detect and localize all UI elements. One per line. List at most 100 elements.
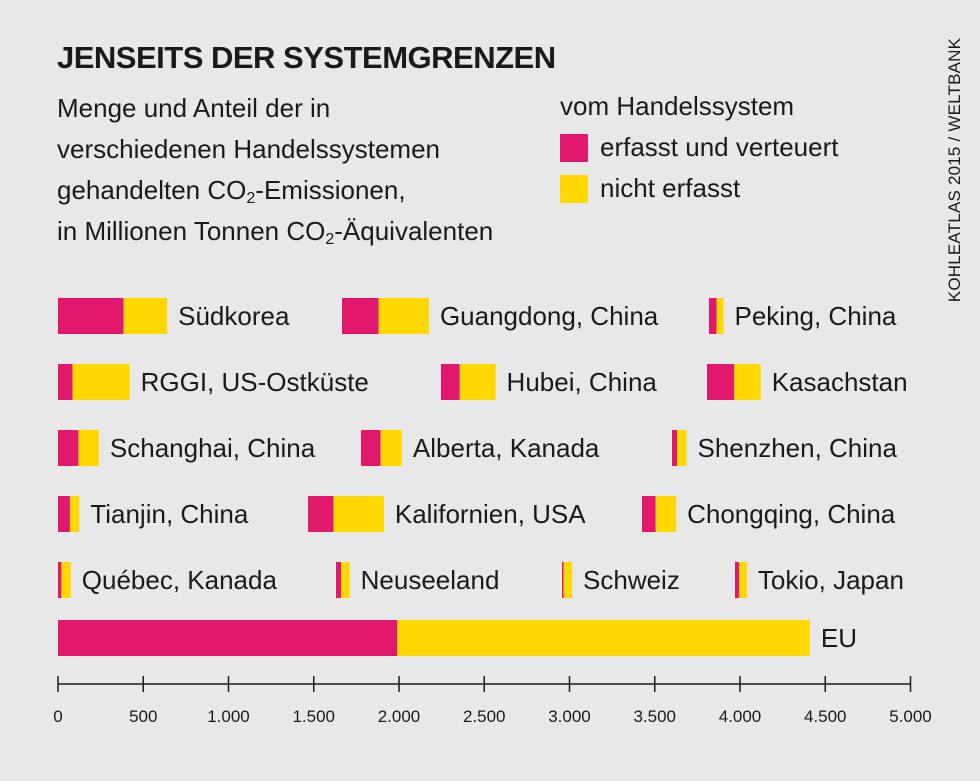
subtitle-line-3: gehandelten CO2-Emissionen,	[57, 170, 493, 211]
subtitle-unit-suffix: -Äquivalenten	[334, 216, 494, 246]
bar-schanghai-china-not-covered	[78, 430, 99, 466]
bar-group-shenzhen-china: Shenzhen, China	[672, 430, 898, 466]
bar-label-peking-china: Peking, China	[734, 301, 896, 331]
legend-label-not-covered: nicht erfasst	[600, 173, 741, 203]
x-tick-label-1500: 1.500	[292, 707, 335, 726]
bar-alberta-kanada-not-covered	[380, 430, 402, 466]
bar-quebec-kanada-covered	[58, 562, 62, 598]
bar-alberta-kanada-covered	[361, 430, 381, 466]
bar-group-sudkorea: Südkorea	[58, 298, 290, 334]
bar-label-kasachstan: Kasachstan	[772, 367, 908, 397]
bar-tianjin-china-not-covered	[69, 496, 80, 532]
bar-group-quebec-kanada: Québec, Kanada	[58, 562, 277, 598]
bar-peking-china-not-covered	[716, 298, 724, 334]
bar-group-tokio-japan: Tokio, Japan	[735, 562, 904, 598]
x-tick-label-4000: 4.000	[719, 707, 762, 726]
bar-eu-covered	[58, 620, 398, 656]
legend-swatch-covered	[560, 133, 588, 162]
bar-hubei-china-covered	[441, 364, 460, 400]
bar-label-eu: EU	[821, 623, 857, 653]
x-tick-label-3500: 3.500	[633, 707, 676, 726]
bar-group-schanghai-china: Schanghai, China	[58, 430, 316, 466]
bar-group-rggi-us-ostkuste: RGGI, US-Ostküste	[58, 364, 369, 400]
bar-group-neuseeland: Neuseeland	[336, 562, 499, 598]
x-tick-label-2000: 2.000	[378, 707, 421, 726]
bar-chongqing-china-covered	[642, 496, 656, 532]
bar-kalifornien-usa-covered	[308, 496, 334, 532]
bar-hubei-china-not-covered	[459, 364, 496, 400]
legend-item-covered: erfasst und verteuert	[560, 127, 838, 168]
bar-kalifornien-usa-not-covered	[333, 496, 384, 532]
legend-swatch-not-covered	[560, 174, 588, 203]
subtitle-unit-subscript: 2	[325, 231, 335, 248]
bar-schweiz-covered	[562, 562, 564, 598]
subtitle-co2-subscript: 2	[246, 190, 256, 207]
bar-group-peking-china: Peking, China	[709, 298, 897, 334]
bar-group-hubei-china: Hubei, China	[441, 364, 657, 400]
bar-label-neuseeland: Neuseeland	[361, 565, 500, 595]
bar-group-alberta-kanada: Alberta, Kanada	[361, 430, 600, 466]
bar-label-shenzhen-china: Shenzhen, China	[697, 433, 897, 463]
x-tick-label-2500: 2.500	[463, 707, 506, 726]
subtitle-emissions-text: -Emissionen,	[255, 175, 406, 205]
subtitle-unit-text: in Millionen Tonnen CO	[57, 216, 326, 246]
x-tick-label-4500: 4.500	[804, 707, 847, 726]
bar-eu-not-covered	[397, 620, 810, 656]
bar-tokio-japan-covered	[735, 562, 740, 598]
bar-label-rggi-us-ostkuste: RGGI, US-Ostküste	[141, 367, 369, 397]
bar-neuseeland-covered	[336, 562, 342, 598]
chart-legend: vom Handelssystem erfasst und verteuert …	[560, 86, 838, 209]
bar-kasachstan-covered	[707, 364, 735, 400]
subtitle-line-4: in Millionen Tonnen CO2-Äquivalenten	[57, 211, 493, 252]
bar-label-hubei-china: Hubei, China	[507, 367, 658, 397]
bar-label-tianjin-china: Tianjin, China	[90, 499, 249, 529]
bar-sudkorea-covered	[58, 298, 124, 334]
bar-schweiz-not-covered	[563, 562, 573, 598]
subtitle-line-2: verschiedenen Handelssystemen	[57, 134, 440, 164]
bar-group-schweiz: Schweiz	[562, 562, 680, 598]
bar-label-chongqing-china: Chongqing, China	[687, 499, 896, 529]
bar-label-sudkorea: Südkorea	[178, 301, 290, 331]
bar-tianjin-china-covered	[58, 496, 70, 532]
bar-label-alberta-kanada: Alberta, Kanada	[413, 433, 600, 463]
bar-group-tianjin-china: Tianjin, China	[58, 496, 249, 532]
bar-kasachstan-not-covered	[734, 364, 761, 400]
x-tick-label-1000: 1.000	[207, 707, 250, 726]
bar-guangdong-china-not-covered	[378, 298, 429, 334]
chart-title: JENSEITS DER SYSTEMGRENZEN	[57, 40, 556, 75]
bar-tokio-japan-not-covered	[739, 562, 747, 598]
bar-rggi-us-ostkuste-covered	[58, 364, 73, 400]
subtitle-co2-text: gehandelten CO	[57, 175, 247, 205]
bar-rggi-us-ostkuste-not-covered	[72, 364, 130, 400]
bar-neuseeland-not-covered	[341, 562, 350, 598]
bar-label-schweiz: Schweiz	[583, 565, 680, 595]
bar-shenzhen-china-covered	[672, 430, 678, 466]
legend-heading: vom Handelssystem	[560, 91, 795, 121]
legend-label-covered: erfasst und verteuert	[600, 132, 839, 162]
x-tick-label-0: 0	[53, 707, 62, 726]
bar-chongqing-china-not-covered	[655, 496, 677, 532]
chart-subtitle: Menge und Anteil der in verschiedenen Ha…	[57, 88, 493, 252]
bar-label-quebec-kanada: Québec, Kanada	[82, 565, 278, 595]
bar-group-kalifornien-usa: Kalifornien, USA	[308, 496, 586, 532]
legend-item-not-covered: nicht erfasst	[560, 168, 838, 209]
bar-peking-china-covered	[709, 298, 717, 334]
bar-label-schanghai-china: Schanghai, China	[110, 433, 316, 463]
bar-shenzhen-china-not-covered	[677, 430, 687, 466]
bar-schanghai-china-covered	[58, 430, 79, 466]
bar-label-tokio-japan: Tokio, Japan	[758, 565, 904, 595]
x-tick-label-3000: 3.000	[548, 707, 591, 726]
bar-group-kasachstan: Kasachstan	[707, 364, 908, 400]
bar-guangdong-china-covered	[342, 298, 379, 334]
bar-group-eu: EU	[58, 620, 857, 656]
bar-sudkorea-not-covered	[123, 298, 168, 334]
x-tick-label-5000: 5.000	[889, 707, 932, 726]
subtitle-line-1: Menge und Anteil der in	[57, 93, 331, 123]
bar-group-chongqing-china: Chongqing, China	[642, 496, 896, 532]
bar-quebec-kanada-not-covered	[61, 562, 71, 598]
bar-label-kalifornien-usa: Kalifornien, USA	[395, 499, 586, 529]
bar-group-guangdong-china: Guangdong, China	[342, 298, 659, 334]
x-tick-label-500: 500	[129, 707, 157, 726]
bar-label-guangdong-china: Guangdong, China	[440, 301, 659, 331]
